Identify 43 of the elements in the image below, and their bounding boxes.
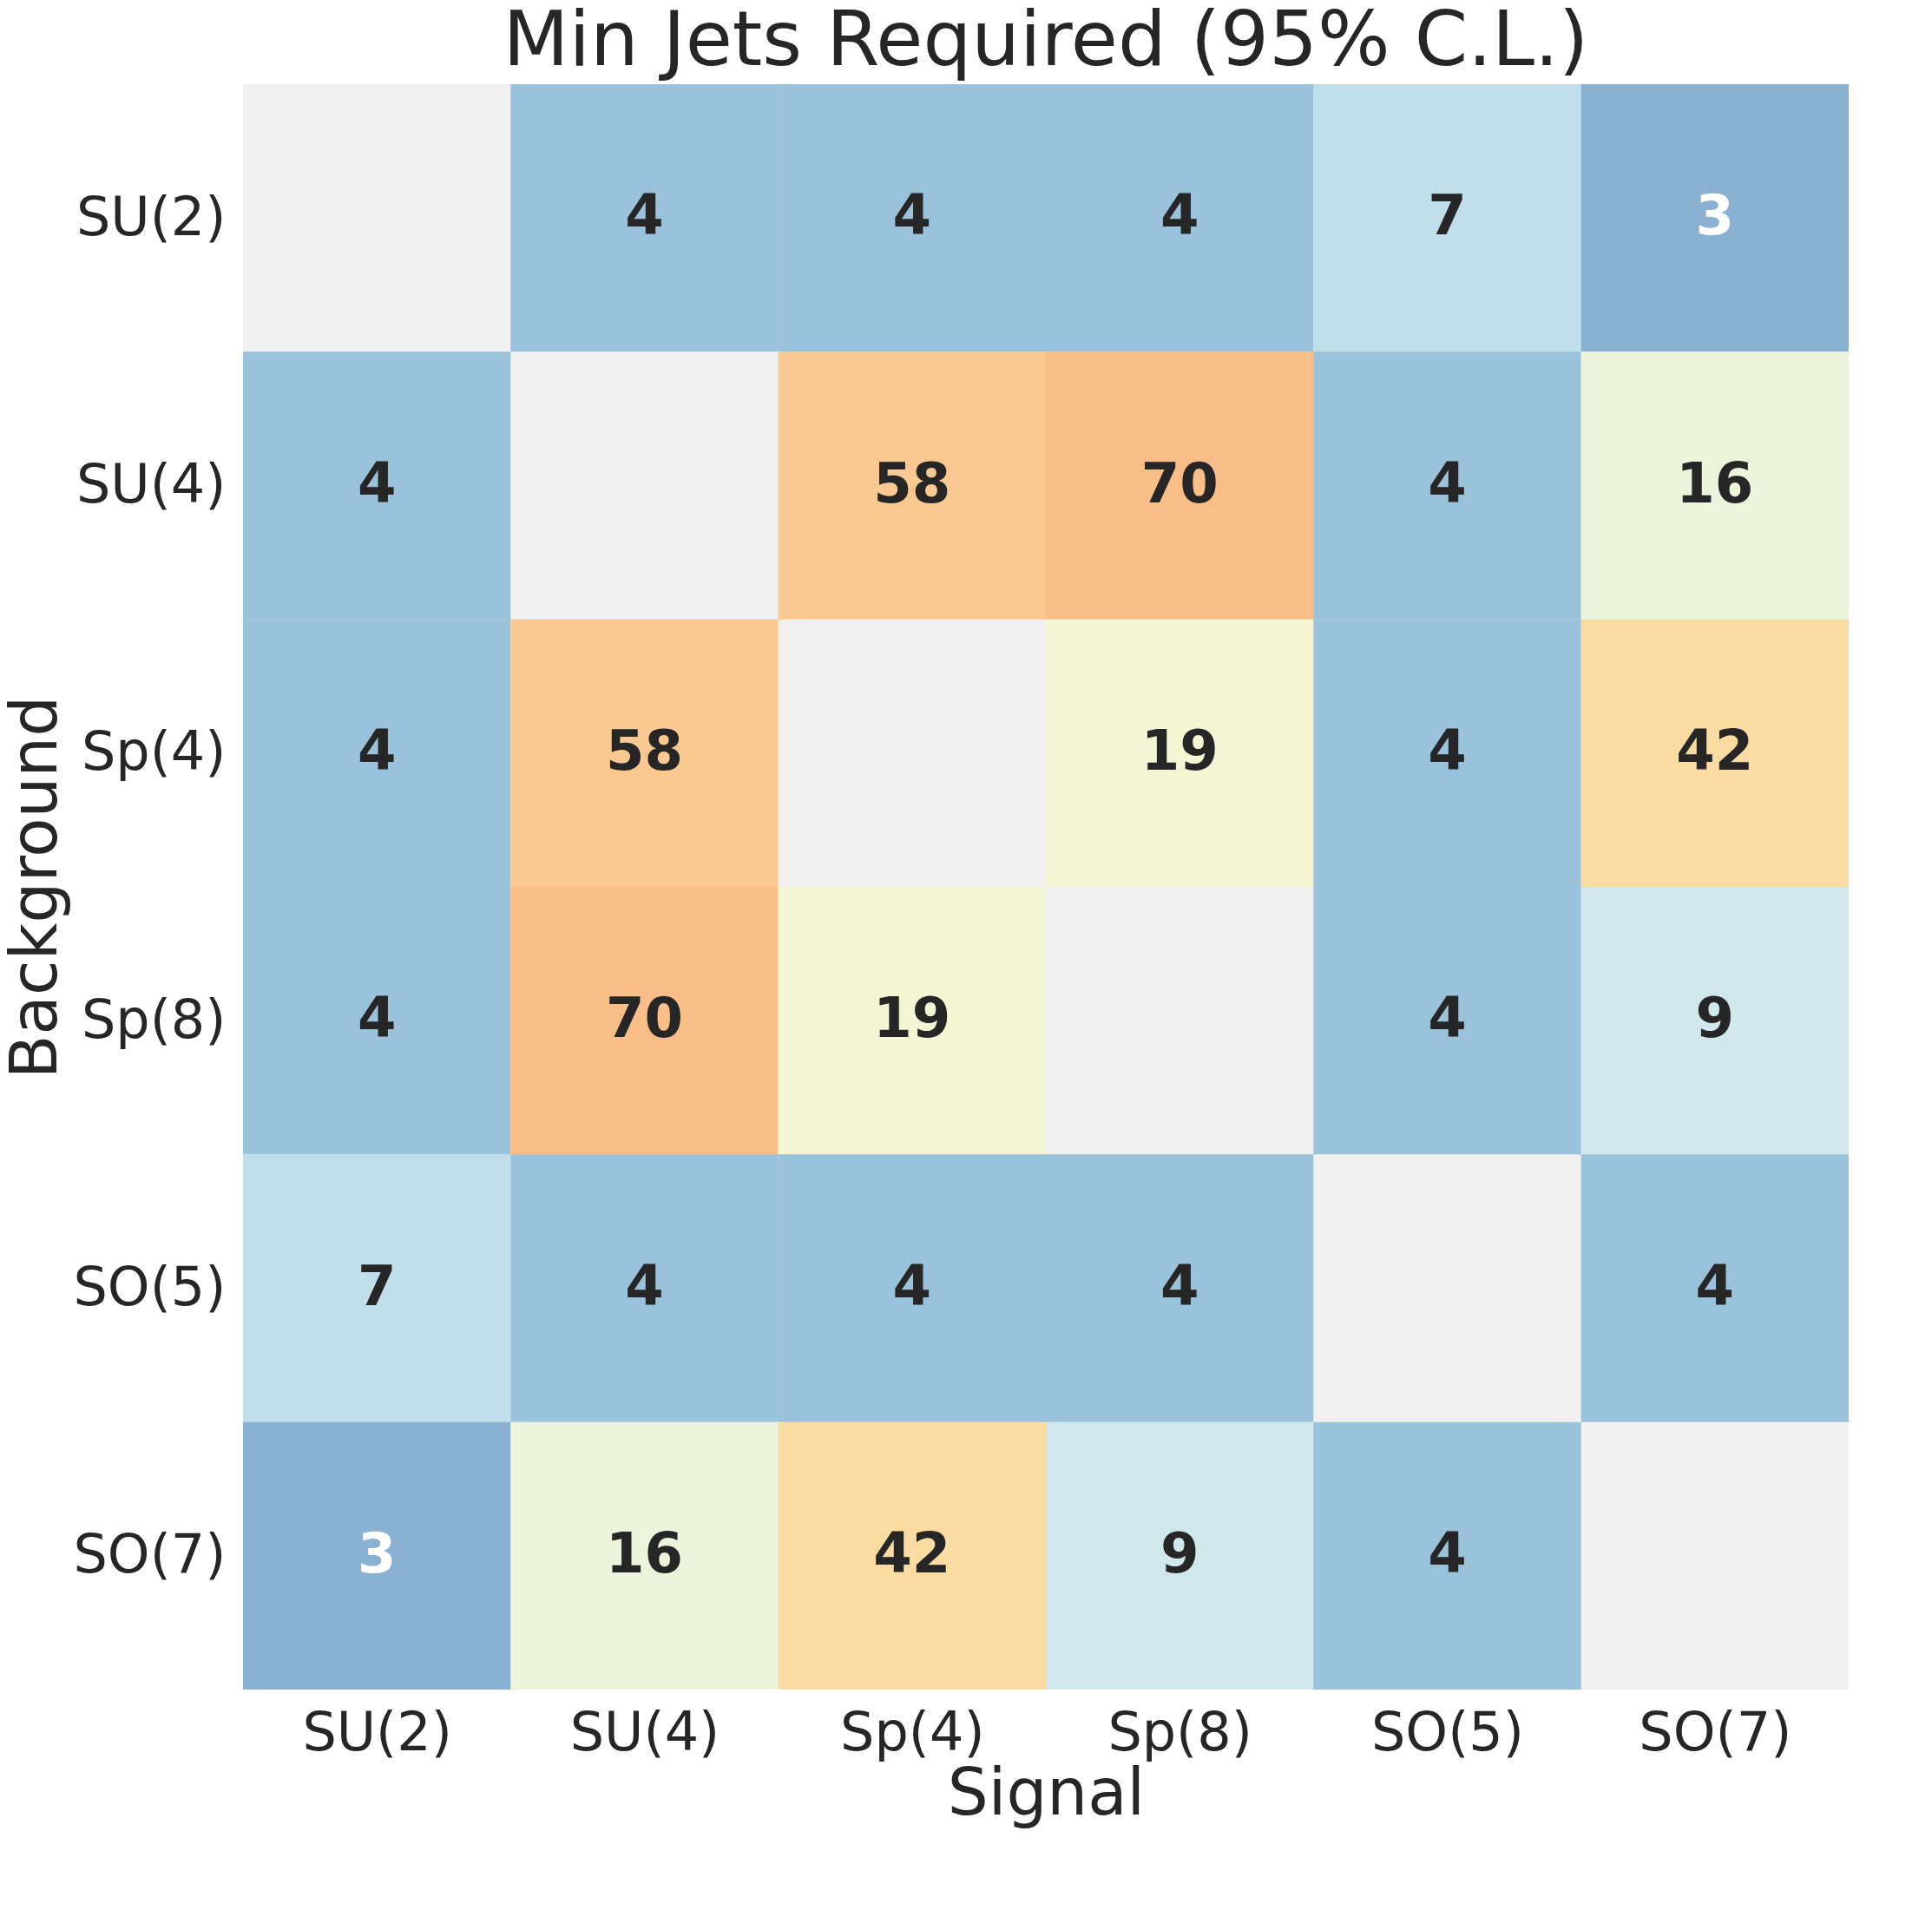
y-tick-label: SO(5)	[73, 1255, 227, 1318]
y-axis-title: Background	[0, 695, 71, 1080]
data-label: 4	[892, 1253, 932, 1318]
x-tick-label: SO(5)	[1371, 1699, 1524, 1763]
x-tick-label: SU(2)	[302, 1699, 452, 1763]
data-label: 42	[873, 1520, 951, 1585]
x-tick-label: Sp(8)	[1107, 1699, 1252, 1763]
data-label: 70	[605, 986, 684, 1051]
data-label: 7	[1428, 183, 1467, 248]
y-tick-label: Sp(8)	[81, 987, 227, 1051]
data-label: 4	[1428, 450, 1467, 515]
data-label: 4	[357, 986, 397, 1051]
data-label: 70	[1140, 450, 1219, 515]
data-label: 4	[1160, 1253, 1199, 1318]
data-label: 4	[357, 718, 397, 783]
data-label: 4	[1695, 1253, 1735, 1318]
data-label: 4	[357, 450, 397, 515]
y-tick-label: SU(2)	[76, 184, 227, 248]
y-tick-label: SU(4)	[76, 452, 227, 515]
data-label: 58	[605, 718, 684, 783]
data-label: 4	[892, 183, 932, 248]
data-label: 9	[1695, 986, 1735, 1051]
data-label: 3	[1695, 183, 1735, 248]
data-label: 58	[873, 450, 951, 515]
y-tick-label: SO(7)	[73, 1522, 227, 1586]
data-label: 4	[625, 1253, 664, 1318]
data-label: 16	[1676, 450, 1754, 515]
data-label: 7	[357, 1253, 397, 1318]
data-label: 19	[873, 986, 951, 1051]
data-label: 16	[605, 1520, 684, 1585]
data-label: 4	[1428, 718, 1467, 783]
data-label: 4	[1160, 183, 1199, 248]
data-label: 3	[357, 1520, 397, 1585]
y-tick-label: Sp(4)	[81, 719, 227, 784]
x-tick-label: SO(7)	[1639, 1699, 1792, 1763]
data-label: 42	[1676, 718, 1754, 783]
data-label: 4	[1428, 986, 1467, 1051]
chart-title: Min Jets Required (95% C.L.)	[503, 0, 1589, 83]
data-label: 4	[1428, 1520, 1467, 1585]
x-tick-label: SU(4)	[569, 1699, 720, 1763]
data-label: 4	[625, 183, 664, 248]
data-label: 9	[1160, 1520, 1199, 1585]
data-label: 19	[1140, 718, 1219, 783]
